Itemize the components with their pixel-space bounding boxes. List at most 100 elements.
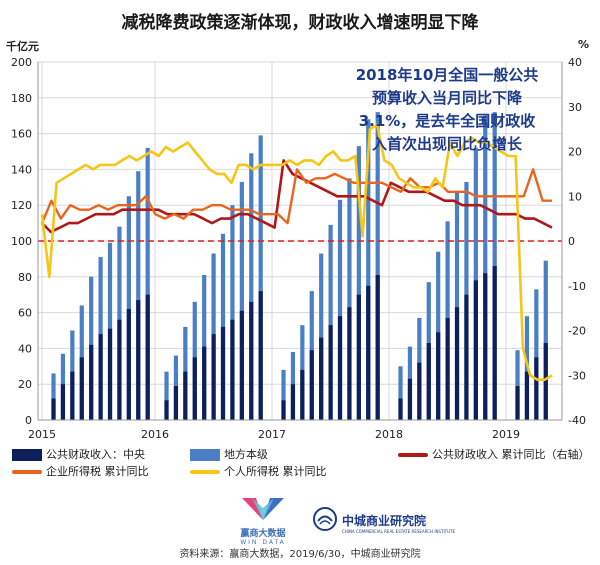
right-tick-label: -10: [568, 280, 586, 293]
x-tick-label: 2016: [141, 428, 169, 441]
bar-central: [436, 332, 441, 420]
bar-central: [407, 378, 413, 420]
bar-local: [145, 147, 150, 421]
zc-logo-text: 中城商业研究院: [342, 514, 427, 528]
windata-logo-subtext: WIN DATA: [240, 539, 286, 546]
bar-central: [417, 362, 422, 420]
bar-local: [328, 224, 333, 420]
left-tick-label: 60: [18, 307, 32, 320]
bar-central: [183, 371, 188, 420]
bar-central: [60, 384, 66, 420]
bar-central: [300, 369, 305, 420]
bar-local: [281, 369, 286, 420]
bar-local: [483, 115, 488, 420]
bar-local: [258, 135, 263, 420]
source-note: 资料来源：赢商大数据，2019/6/30，中城商业研究院: [179, 549, 421, 560]
bar-local: [51, 373, 56, 420]
bar-central: [89, 344, 94, 420]
bar-central: [79, 357, 84, 420]
windata-logo: 赢商大数据 WIN DATA: [218, 496, 308, 546]
bar-central: [515, 385, 520, 420]
bar-central: [107, 328, 113, 420]
bar-central: [483, 273, 488, 420]
bar-local: [515, 350, 520, 420]
bar-central: [220, 326, 226, 420]
bar-central: [319, 337, 324, 420]
right-axis-unit: %: [578, 38, 590, 51]
bar-central: [145, 294, 150, 420]
bar-central: [239, 310, 244, 420]
bar-local: [249, 153, 254, 421]
right-tick-label: 30: [568, 101, 582, 114]
left-tick-label: 140: [11, 163, 32, 176]
bar-central: [356, 294, 361, 420]
bar-local: [239, 181, 244, 420]
bar-central: [426, 343, 431, 420]
chart-title: 减税降费政策逐渐体现，财政收入增速明显下降: [121, 13, 479, 33]
right-tick-label: 20: [568, 146, 582, 159]
axis-layer: 0 20 40 60 80 100 120 140 160 180 200 -40 -30 -20 -10 0…: [11, 56, 586, 441]
bar-central: [258, 291, 263, 420]
legend-label-central: 公共财政收入：中央: [46, 448, 145, 461]
left-tick-label: 120: [11, 199, 32, 212]
bar-central: [492, 266, 497, 420]
legend-yoy: 公共财政收入 累计同比（右轴）: [398, 446, 590, 462]
bar-central: [337, 316, 343, 420]
bar-central: [51, 398, 56, 420]
bar-central: [375, 275, 380, 420]
right-tick-label: -40: [568, 414, 586, 427]
legend-swatch-local: [190, 449, 220, 461]
bar-central: [192, 357, 197, 420]
bar-local: [398, 366, 403, 420]
x-tick-label: 2019: [492, 428, 520, 441]
bar-local: [230, 205, 235, 420]
series-line-ind_tax: [40, 123, 553, 381]
bar-local: [319, 253, 324, 420]
bar-central: [454, 307, 460, 420]
bar-central: [543, 343, 548, 420]
x-tick-label: 2018: [375, 428, 403, 441]
bar-local: [136, 171, 141, 420]
bar-central: [136, 300, 141, 420]
legend-swatch-ind-tax: [190, 470, 220, 474]
right-tick-label: 10: [568, 190, 582, 203]
bar-central: [117, 319, 122, 420]
x-tick-label: 2015: [28, 428, 56, 441]
legend-swatch-yoy: [398, 453, 428, 457]
bar-central: [290, 384, 296, 420]
bar-central: [211, 334, 216, 420]
line-layer: [38, 123, 562, 381]
bar-central: [534, 357, 539, 420]
bar-local: [337, 199, 343, 420]
left-tick-label: 100: [11, 235, 32, 248]
left-tick-label: 20: [18, 378, 32, 391]
annotation-text: 3.1%，是去年全国财政收: [359, 112, 536, 130]
left-tick-label: 0: [25, 414, 32, 427]
bar-central: [309, 350, 314, 420]
bar-central: [230, 319, 235, 420]
legend-label-corp-tax: 企业所得税 累计同比: [46, 465, 149, 478]
bar-local: [366, 119, 371, 420]
left-tick-label: 180: [11, 92, 32, 105]
bar-layer: [51, 112, 548, 421]
bar-central: [281, 400, 286, 420]
bar-central: [473, 280, 478, 420]
bar-central: [524, 371, 530, 420]
legend-label-yoy: 公共财政收入 累计同比（右轴）: [432, 448, 590, 461]
legend-swatch-corp-tax: [12, 470, 42, 474]
bar-central: [445, 317, 450, 420]
bar-central: [464, 294, 469, 420]
bar-central: [328, 325, 333, 420]
legend-ind-tax: 个人所得税 累计同比: [190, 463, 327, 479]
bar-central: [249, 301, 254, 420]
bar-central: [173, 385, 179, 420]
x-tick-label: 2017: [258, 428, 286, 441]
annotation-text: 预算收入当月同比下降: [372, 89, 523, 107]
legend-corp-tax: 企业所得税 累计同比: [12, 463, 149, 479]
right-tick-label: 40: [568, 56, 582, 69]
right-tick-label: -30: [568, 369, 586, 382]
legend-central: 公共财政收入：中央: [12, 446, 145, 462]
right-tick-label: 0: [568, 235, 575, 248]
